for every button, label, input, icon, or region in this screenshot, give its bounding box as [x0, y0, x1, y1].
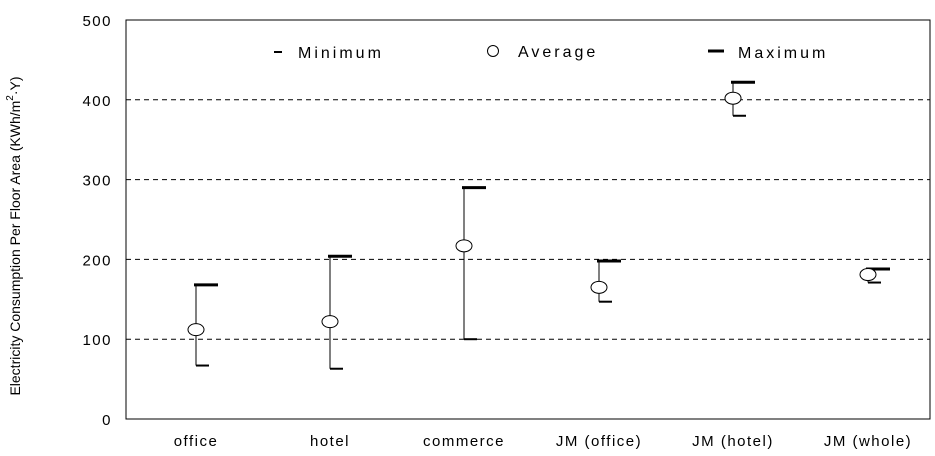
error-bar-marks	[187, 80, 890, 370]
avg-marker-1	[321, 315, 339, 329]
legend-average-label: Average	[518, 44, 598, 61]
x-category-0: office	[174, 433, 219, 450]
x-category-3: JM (office)	[556, 433, 642, 450]
y-axis-label: Electricity Consumption Per Floor Area (…	[5, 76, 23, 395]
y-tick-100: 100	[82, 332, 112, 349]
x-category-4: JM (hotel)	[692, 433, 774, 450]
avg-marker-5	[859, 268, 877, 282]
avg-marker-2	[455, 239, 473, 253]
y-tick-400: 400	[82, 93, 112, 110]
error-bar-5	[859, 267, 890, 284]
y-axis-label-tail: ·Y)	[7, 76, 23, 95]
legend: Minimum Average Maximum	[274, 44, 828, 62]
error-bar-3	[590, 259, 621, 303]
x-category-2: commerce	[423, 433, 505, 450]
avg-marker-0	[187, 323, 205, 337]
avg-marker-3	[590, 280, 608, 294]
x-category-labels: office hotel commerce JM (office) JM (hotel)…	[174, 433, 912, 450]
y-axis-label-main: Electricity Consumption Per Floor Area (…	[7, 101, 23, 396]
x-category-5: JM (whole)	[824, 433, 912, 450]
legend-maximum-label: Maximum	[738, 45, 828, 62]
x-category-1: hotel	[310, 433, 350, 450]
error-bar-4	[724, 80, 755, 117]
y-tick-labels: 0 100 200 300 400 500	[82, 13, 112, 429]
grid-lines	[126, 99, 930, 340]
y-tick-300: 300	[82, 173, 112, 190]
legend-minimum-label: Minimum	[298, 45, 384, 62]
legend-average-marker	[487, 45, 499, 57]
error-bar-2	[455, 186, 486, 341]
y-tick-0: 0	[102, 412, 112, 429]
error-bar-0	[187, 283, 218, 367]
avg-marker-4	[724, 91, 742, 105]
y-axis-label-superscript: 2	[5, 95, 16, 101]
y-tick-500: 500	[82, 13, 112, 30]
y-tick-200: 200	[82, 252, 112, 269]
error-bar-1	[321, 254, 352, 370]
plot-area	[125, 19, 931, 420]
